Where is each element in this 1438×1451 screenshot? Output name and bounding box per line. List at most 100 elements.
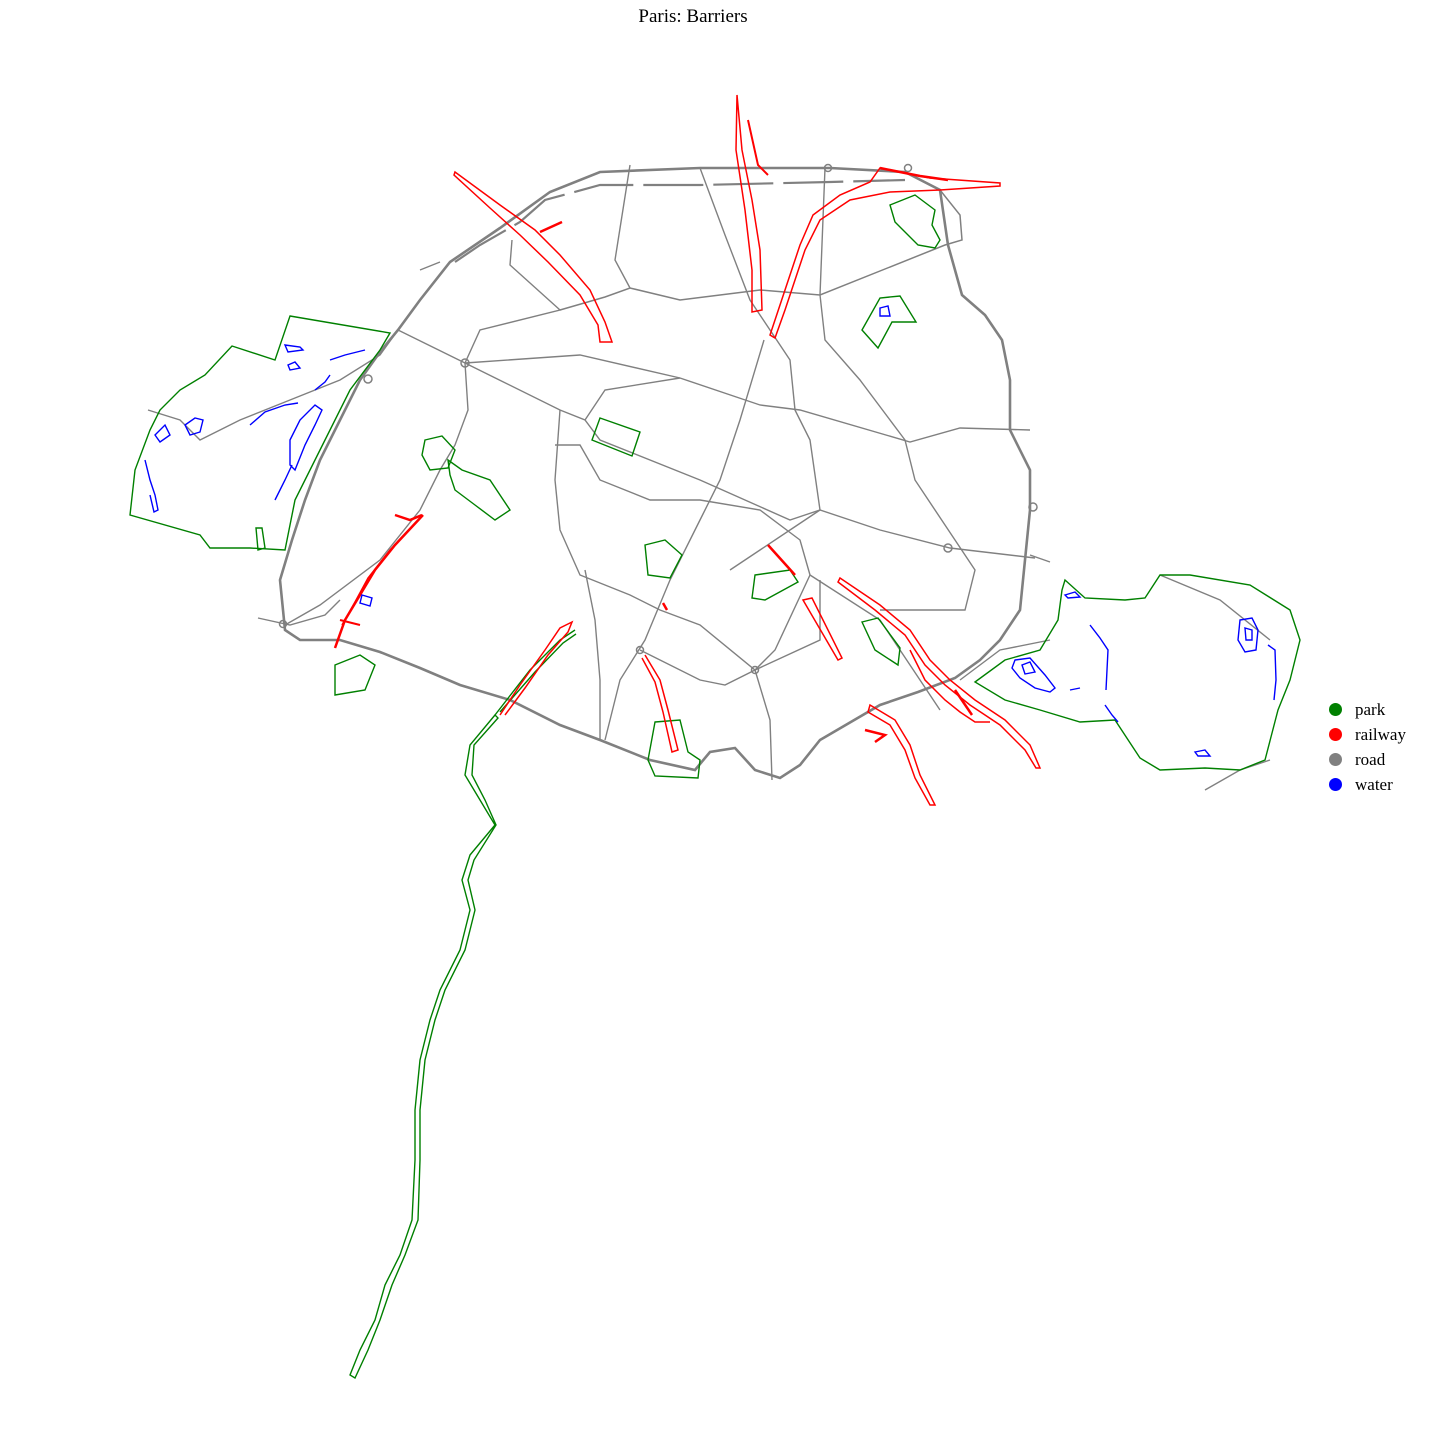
- water-layer: [144, 305, 1277, 757]
- road-east-outer: [559, 189, 963, 311]
- legend: park railway road water: [1326, 697, 1406, 797]
- park-tuileries: [591, 417, 641, 457]
- road-street: [257, 599, 341, 626]
- road-street: [554, 409, 821, 671]
- park-luxembourg: [644, 539, 683, 579]
- legend-item-road: road: [1326, 747, 1406, 772]
- legend-item-park: park: [1326, 697, 1406, 722]
- roundabout: [823, 163, 833, 173]
- road-layer: [147, 163, 1271, 791]
- water-stream: [287, 361, 302, 371]
- water-rect: [359, 594, 373, 607]
- legend-marker-road: [1329, 753, 1342, 766]
- railway-small: [661, 602, 669, 611]
- park-layer: [129, 194, 1301, 1380]
- roundabout: [1028, 502, 1038, 512]
- water-small: [1193, 749, 1212, 757]
- railway-gare-du-nord-2: [747, 119, 769, 176]
- park-boulogne-edge: [255, 527, 266, 551]
- water-buttes-lake: [879, 305, 891, 317]
- road-street: [1204, 759, 1271, 791]
- water-lac: [184, 417, 204, 436]
- water-stream-east: [1267, 644, 1277, 701]
- road-street: [464, 239, 562, 364]
- road-street: [614, 164, 631, 289]
- railway-gare-de-l-est: [769, 167, 1001, 340]
- water-lac-minimes: [1237, 617, 1259, 653]
- road-street: [284, 362, 469, 626]
- park-seine-corridor-north: [499, 633, 577, 713]
- railway-ivry-2: [953, 689, 974, 716]
- road-street: [1159, 574, 1271, 641]
- water-stream-east: [1089, 624, 1109, 691]
- road-inner-ring: [454, 178, 906, 263]
- water-stream-east: [1104, 704, 1119, 723]
- water-stream-west: [144, 459, 159, 514]
- railway-ivry: [909, 649, 990, 723]
- road-street: [555, 444, 941, 711]
- road-street: [604, 339, 765, 741]
- park-bois-de-boulogne: [129, 315, 392, 551]
- railway-auteuil-3: [339, 619, 361, 626]
- park-trocadero: [421, 435, 456, 471]
- roundabout: [278, 619, 288, 629]
- water-lac-minimes-inner: [1244, 627, 1253, 641]
- railway-montparnasse: [499, 620, 574, 716]
- road-street: [419, 261, 441, 271]
- water-stream: [314, 374, 331, 391]
- legend-label-road: road: [1355, 749, 1386, 769]
- legend-marker-railway: [1329, 728, 1342, 741]
- railway-saint-lazare-spur: [539, 220, 563, 234]
- railway-bercy-2: [864, 728, 888, 744]
- road-street: [584, 569, 601, 740]
- water-stream: [283, 344, 305, 353]
- legend-label-water: water: [1355, 774, 1393, 794]
- park-bercy: [861, 617, 901, 667]
- railway-gare-de-l-est-2: [879, 166, 949, 182]
- water-lake-inferieur: [289, 404, 323, 472]
- railway-auteuil-2: [341, 519, 419, 626]
- road-street: [464, 354, 1031, 443]
- legend-label-park: park: [1355, 699, 1386, 719]
- water-lac-daumesnil-inner: [1021, 661, 1037, 675]
- roundabout: [943, 543, 953, 553]
- railway-sceaux: [641, 654, 679, 753]
- park-seine-corridor-north: [494, 629, 576, 716]
- railway-lyon: [801, 597, 844, 661]
- park-la-villette: [889, 194, 941, 249]
- roundabout: [750, 665, 760, 675]
- water-lac-2: [154, 423, 171, 443]
- water-stream: [329, 349, 366, 361]
- water-small: [1063, 591, 1082, 599]
- railway-montparnasse-2: [394, 513, 423, 522]
- road-street: [584, 377, 681, 421]
- water-stream: [249, 402, 299, 426]
- legend-marker-park: [1329, 703, 1342, 716]
- road-street: [1029, 554, 1051, 563]
- road-street: [959, 639, 1051, 681]
- railway-lyon-2: [767, 544, 796, 576]
- park-seine-corridor: [349, 713, 499, 1380]
- park-bois-de-vincennes: [973, 574, 1301, 771]
- legend-item-railway: railway: [1326, 722, 1406, 747]
- railway-bercy: [867, 703, 937, 806]
- road-street: [397, 329, 1036, 559]
- park-buttes-chaumont: [861, 295, 918, 350]
- water-lac-daumesnil: [1011, 657, 1056, 693]
- park-montsouris: [647, 719, 701, 779]
- legend-item-water: water: [1326, 772, 1406, 797]
- roundabout: [635, 645, 645, 655]
- road-street: [147, 329, 399, 441]
- road-street: [819, 167, 976, 611]
- map-title: Paris: Barriers: [638, 6, 748, 27]
- legend-label-railway: railway: [1355, 724, 1406, 744]
- park-champ-de-mars: [447, 458, 511, 521]
- railway-austerlitz: [837, 576, 1042, 769]
- road-street: [754, 669, 773, 781]
- road-street: [699, 167, 821, 571]
- railway-gare-du-nord: [735, 94, 763, 313]
- roundabout: [903, 163, 913, 173]
- park-issy: [334, 654, 376, 696]
- road-street: [639, 574, 811, 686]
- water-small: [1069, 687, 1081, 691]
